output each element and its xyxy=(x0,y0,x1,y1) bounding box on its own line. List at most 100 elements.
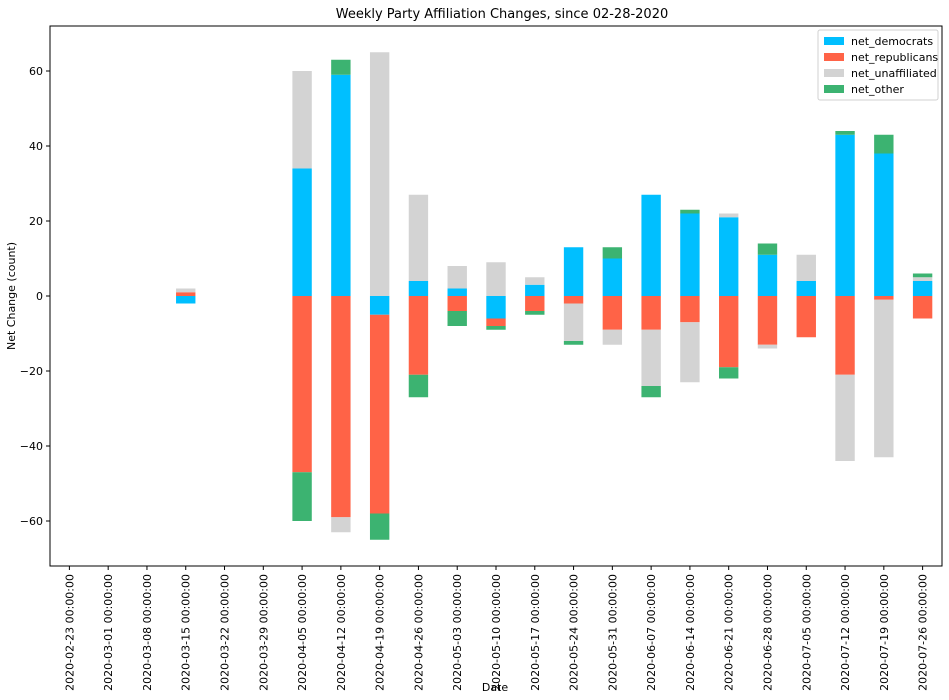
bar-net_unaffiliated-17 xyxy=(719,213,739,218)
bar-net_republicans-19 xyxy=(796,296,816,338)
plot-frame xyxy=(49,25,943,567)
bar-net_unaffiliated-16 xyxy=(680,322,700,383)
x-tick-label-21: 2020-07-19 00:00:00 xyxy=(878,574,891,691)
x-tick-label-8: 2020-04-19 00:00:00 xyxy=(374,574,387,691)
bar-net_republicans-13 xyxy=(563,296,584,304)
bar-net_republicans-7 xyxy=(331,296,351,518)
x-tick-label-1: 2020-03-01 00:00:00 xyxy=(102,574,115,691)
x-tick-label-7: 2020-04-12 00:00:00 xyxy=(335,574,348,691)
bar-net_other-15 xyxy=(641,386,661,398)
legend-label-net_other: net_other xyxy=(851,83,904,96)
x-tick-label-16: 2020-06-14 00:00:00 xyxy=(684,574,697,691)
bar-net_other-6 xyxy=(292,472,312,521)
bar-net_unaffiliated-15 xyxy=(641,329,661,386)
x-tick-label-14: 2020-05-31 00:00:00 xyxy=(606,574,619,691)
x-tick-label-4: 2020-03-22 00:00:00 xyxy=(219,574,232,691)
bar-net_other-20 xyxy=(835,131,855,135)
bar-net_unaffiliated-21 xyxy=(874,299,894,458)
x-tick-label-15: 2020-06-07 00:00:00 xyxy=(645,574,658,691)
bar-net_unaffiliated-20 xyxy=(835,374,855,461)
bar-net_other-7 xyxy=(331,59,351,75)
y-axis-label: Net Change (count) xyxy=(5,242,18,350)
y-tick-label-4: 20 xyxy=(29,215,43,228)
bar-net_other-9 xyxy=(408,374,429,398)
legend-label-net_unaffiliated: net_unaffiliated xyxy=(851,67,937,80)
bar-net_democrats-11 xyxy=(486,296,506,319)
bar-net_democrats-10 xyxy=(447,288,467,296)
bar-net_democrats-13 xyxy=(563,247,584,296)
bar-net_democrats-8 xyxy=(369,296,390,315)
bar-net_republicans-11 xyxy=(486,318,506,326)
y-tick-label-1: −40 xyxy=(20,440,43,453)
bar-net_other-16 xyxy=(680,209,700,214)
x-axis: 2020-02-23 00:00:00 2020-03-01 00:00:00 20… xyxy=(63,566,930,691)
bar-net_democrats-9 xyxy=(408,281,429,296)
legend-swatch-net_republicans xyxy=(824,53,844,61)
x-tick-label-10: 2020-05-03 00:00:00 xyxy=(451,574,464,691)
legend-swatch-net_other xyxy=(824,85,844,93)
bar-net_democrats-14 xyxy=(602,258,623,296)
legend-label-net_republicans: net_republicans xyxy=(851,51,938,64)
bar-net_other-17 xyxy=(719,367,739,379)
y-tick-label-6: 60 xyxy=(29,65,43,78)
bar-net_unaffiliated-8 xyxy=(369,52,390,296)
bar-net_other-14 xyxy=(602,247,623,259)
x-tick-label-13: 2020-05-24 00:00:00 xyxy=(568,574,581,691)
bar-net_republicans-17 xyxy=(719,296,739,368)
legend-label-net_democrats: net_democrats xyxy=(851,35,933,48)
y-axis: −60 −40 −20 0 20 40 60 xyxy=(20,65,50,528)
bar-net_other-22 xyxy=(912,273,933,278)
x-tick-label-22: 2020-07-26 00:00:00 xyxy=(917,574,930,691)
bar-net_republicans-20 xyxy=(835,296,855,375)
bar-net_republicans-8 xyxy=(369,314,390,514)
bar-net_republicans-10 xyxy=(447,296,467,311)
bar-net_democrats-17 xyxy=(719,217,739,296)
bar-net_republicans-21 xyxy=(874,296,894,300)
bar-net_republicans-18 xyxy=(757,296,778,345)
x-tick-label-20: 2020-07-12 00:00:00 xyxy=(839,574,852,691)
bar-net_unaffiliated-19 xyxy=(796,254,816,281)
bar-net_other-8 xyxy=(369,513,390,540)
bar-net_other-18 xyxy=(757,243,778,255)
bar-net_democrats-22 xyxy=(912,281,933,296)
bar-net_democrats-6 xyxy=(292,168,312,296)
bar-net_republicans-14 xyxy=(602,296,623,330)
bar-net_unaffiliated-13 xyxy=(563,303,584,341)
bar-net_unaffiliated-6 xyxy=(292,71,312,169)
bar-net_republicans-12 xyxy=(525,296,545,311)
bar-net_democrats-3 xyxy=(176,296,196,304)
bar-net_republicans-22 xyxy=(912,296,933,319)
bar-net_democrats-12 xyxy=(525,284,545,296)
x-tick-label-11: 2020-05-10 00:00:00 xyxy=(490,574,503,691)
bar-net_republicans-15 xyxy=(641,296,661,330)
bar-net_democrats-19 xyxy=(796,281,816,296)
bar-net_unaffiliated-18 xyxy=(757,344,778,349)
bar-net_unaffiliated-11 xyxy=(486,262,506,296)
x-axis-label: Date xyxy=(482,681,509,694)
bar-net_democrats-21 xyxy=(874,153,894,296)
bar-net_unaffiliated-3 xyxy=(176,288,196,293)
bar-net_other-10 xyxy=(447,311,467,326)
x-tick-label-2: 2020-03-08 00:00:00 xyxy=(141,574,154,691)
x-tick-label-19: 2020-07-05 00:00:00 xyxy=(800,574,813,691)
bar-net_unaffiliated-10 xyxy=(447,266,467,289)
x-tick-label-9: 2020-04-26 00:00:00 xyxy=(412,574,425,691)
x-tick-label-5: 2020-03-29 00:00:00 xyxy=(257,574,270,691)
legend-box xyxy=(817,29,939,101)
bar-net_other-11 xyxy=(486,326,506,330)
y-tick-label-3: 0 xyxy=(36,290,43,303)
y-tick-label-5: 40 xyxy=(29,140,43,153)
legend: net_democrats net_republicans net_unaffili… xyxy=(817,29,939,101)
bar-net_republicans-9 xyxy=(408,296,429,375)
bar-net_other-12 xyxy=(525,311,545,315)
x-tick-label-12: 2020-05-17 00:00:00 xyxy=(529,574,542,691)
bar-net_unaffiliated-7 xyxy=(331,517,351,533)
y-tick-label-0: −60 xyxy=(20,515,43,528)
bar-net_unaffiliated-9 xyxy=(408,194,429,281)
legend-swatch-net_unaffiliated xyxy=(824,69,844,77)
bar-net_democrats-16 xyxy=(680,213,700,296)
legend-swatch-net_democrats xyxy=(824,37,844,45)
y-tick-label-2: −20 xyxy=(20,365,43,378)
x-tick-label-0: 2020-02-23 00:00:00 xyxy=(63,574,76,691)
bar-net_unaffiliated-22 xyxy=(912,277,933,281)
